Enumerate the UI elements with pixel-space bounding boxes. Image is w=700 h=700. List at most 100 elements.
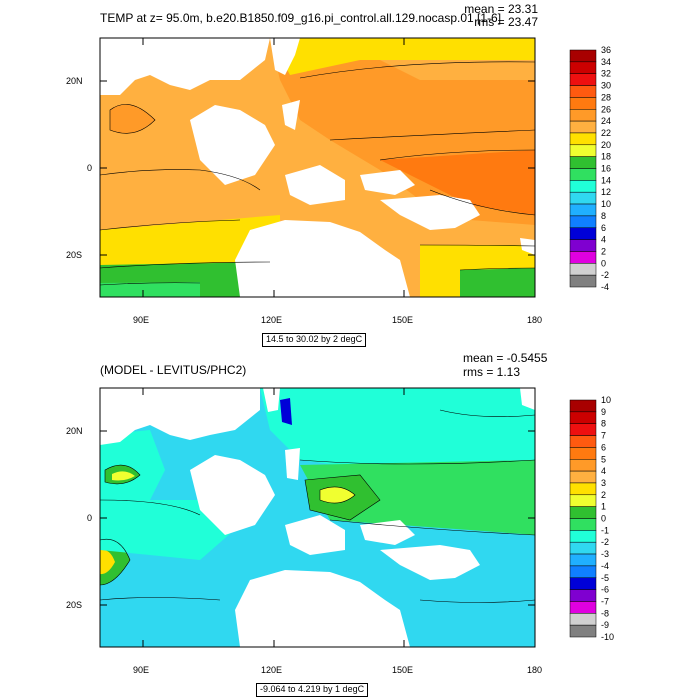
panel2-title: (MODEL - LEVITUS/PHC2) bbox=[100, 363, 247, 377]
panel1-colorbar-box bbox=[569, 85, 597, 98]
panel1-colorbar-label: 18 bbox=[601, 152, 611, 162]
panel2-lon-120e: 120E bbox=[261, 665, 283, 675]
panel1-colorbar-box bbox=[569, 132, 597, 146]
panel2-colorbar-box bbox=[569, 470, 597, 484]
panel2-colorbar-label: -5 bbox=[601, 573, 609, 583]
panel2-colorbar-box bbox=[569, 577, 597, 590]
panel2-lat-20s: 20S bbox=[66, 600, 83, 610]
panel1-ticks bbox=[100, 38, 535, 297]
panel1-colorbar-label: 8 bbox=[601, 211, 606, 221]
panel2-lon-90e: 90E bbox=[133, 665, 150, 675]
panel2-colorbar-box bbox=[569, 565, 597, 578]
panel2-colorbar-label: 10 bbox=[601, 395, 611, 405]
panel1-colorbar-label: 20 bbox=[601, 140, 611, 150]
panel1-rms: rms = 23.47 bbox=[474, 15, 538, 29]
panel2-field bbox=[100, 388, 535, 647]
panel2-lon-180: 180 bbox=[527, 665, 543, 675]
panel2-colorbar-label: -3 bbox=[601, 549, 609, 559]
panel2-colorbar-box bbox=[569, 435, 597, 448]
panel2-lon-150e: 150E bbox=[392, 665, 414, 675]
panel1-colorbar-label: 6 bbox=[601, 223, 606, 233]
panel2-colorbar-label: 5 bbox=[601, 454, 606, 464]
panel1-colorbar-box bbox=[569, 180, 597, 193]
panel1-colorbar-box bbox=[569, 215, 597, 228]
panel1-colorbar-label: 36 bbox=[601, 45, 611, 55]
panel1-colorbar-label: 4 bbox=[601, 235, 606, 245]
panel1-colorbar-label: 24 bbox=[601, 116, 611, 126]
panel2-colorbar-label: -6 bbox=[601, 585, 609, 595]
panel1-colorbar-label: 30 bbox=[601, 81, 611, 91]
panel1-colorbar-label: 28 bbox=[601, 92, 611, 102]
panel1-colorbar-box bbox=[569, 191, 597, 205]
panel2-colorbar-label: -9 bbox=[601, 620, 609, 630]
panel1-colorbar-box bbox=[569, 251, 597, 264]
panel2-colorbar-box bbox=[569, 423, 597, 436]
panel1-colorbar-box bbox=[569, 61, 597, 74]
panel1-colorbar-box bbox=[569, 263, 597, 276]
panel2-mean: mean = -0.5455 bbox=[463, 351, 548, 365]
panel1-colorbar-box bbox=[569, 109, 597, 122]
panel1-colorbar-label: -4 bbox=[601, 282, 609, 292]
panel2-colorbar-label: 4 bbox=[601, 466, 606, 476]
panel2-contours bbox=[100, 409, 535, 603]
panel2-colorbar-label: 8 bbox=[601, 419, 606, 429]
panel2-lat-20n: 20N bbox=[66, 426, 83, 436]
panel1-lon-150e: 150E bbox=[392, 315, 414, 325]
panel2-colorbar-box bbox=[569, 589, 597, 602]
panel2-colorbar-label: -2 bbox=[601, 537, 609, 547]
panel2-contour-info: -9.064 to 4.219 by 1 degC bbox=[256, 683, 369, 697]
panel2-colorbar-label: 2 bbox=[601, 490, 606, 500]
panel1-mean: mean = 23.31 bbox=[464, 2, 538, 16]
panel2-rms: rms = 1.13 bbox=[463, 365, 521, 379]
panel2-colorbar-label: -8 bbox=[601, 608, 609, 618]
panel1-colorbar-label: 10 bbox=[601, 199, 611, 209]
panel1-colorbar-label: 34 bbox=[601, 57, 611, 67]
panel2-colorbar-box bbox=[569, 541, 597, 555]
panel1-lon-120e: 120E bbox=[261, 315, 283, 325]
panel2-colorbar-box bbox=[569, 624, 597, 638]
panel2-colorbar-box bbox=[569, 399, 597, 413]
panel2-colorbar-label: 1 bbox=[601, 502, 606, 512]
panel2-ticks bbox=[100, 388, 535, 647]
panel2-colorbar-box bbox=[569, 494, 597, 507]
panel1-colorbar-label: 32 bbox=[601, 69, 611, 79]
panel2-colorbar-box bbox=[569, 482, 597, 496]
panel2-colorbar-box bbox=[569, 447, 597, 460]
panel2-colorbar-label: -7 bbox=[601, 596, 609, 606]
panel1-colorbar-box bbox=[569, 274, 597, 288]
panel1-colorbar-label: 2 bbox=[601, 246, 606, 256]
panel2-colorbar-label: -10 bbox=[601, 632, 614, 642]
panel2-colorbar-box bbox=[569, 411, 597, 424]
panel1-lon-90e: 90E bbox=[133, 315, 150, 325]
panel1-contour-info: 14.5 to 30.02 by 2 degC bbox=[262, 333, 367, 347]
panel1-colorbar-box bbox=[569, 227, 597, 240]
panel2-colorbar-box bbox=[569, 518, 597, 531]
panel1-colorbar-label: 16 bbox=[601, 164, 611, 174]
panel1-title: TEMP at z= 95.0m, b.e20.B1850.f09_g16.pi… bbox=[100, 11, 502, 25]
panel1-lat-20s: 20S bbox=[66, 250, 83, 260]
panel2-colorbar-label: 3 bbox=[601, 478, 606, 488]
panel2-colorbar-box bbox=[569, 613, 597, 626]
panel2-lat-0: 0 bbox=[87, 513, 93, 523]
panel1-colorbar-label: 14 bbox=[601, 175, 611, 185]
panel1-colorbar-box bbox=[569, 168, 597, 181]
panel1-field bbox=[100, 38, 535, 297]
panel2-land bbox=[100, 388, 535, 647]
panel2-colorbar-label: -1 bbox=[601, 525, 609, 535]
panel1-colorbar-label: 22 bbox=[601, 128, 611, 138]
panel2-colorbar-label: 9 bbox=[601, 407, 606, 417]
panel1-colorbar-label: 12 bbox=[601, 187, 611, 197]
panel1-colorbar-box bbox=[569, 203, 597, 217]
panel2-colorbar-label: 7 bbox=[601, 431, 606, 441]
panel1-colorbar-box bbox=[569, 97, 597, 110]
panel2-colorbar-box bbox=[569, 459, 597, 472]
panel1-colorbar-label: 0 bbox=[601, 258, 606, 268]
panel1-colorbar-label: 26 bbox=[601, 104, 611, 114]
panel2-colorbar-label: -4 bbox=[601, 561, 609, 571]
panel1-lat-20n: 20N bbox=[66, 76, 83, 86]
panel1-contours bbox=[100, 61, 535, 286]
panel1-colorbar-box bbox=[569, 239, 597, 252]
panel2-colorbar-box bbox=[569, 506, 597, 519]
